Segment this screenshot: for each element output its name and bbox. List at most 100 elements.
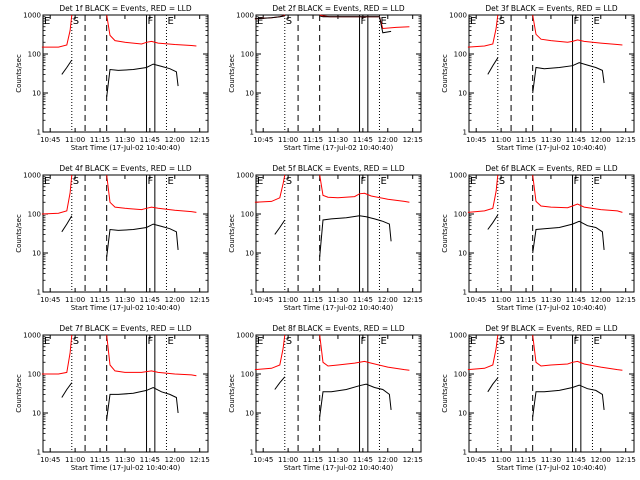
- lld-series-line: [106, 14, 197, 47]
- x-tick-label: 12:00: [378, 136, 398, 144]
- marker-label: E: [380, 336, 386, 347]
- plot-frame: [255, 14, 422, 133]
- y-axis-label: Counts/sec: [228, 374, 236, 413]
- y-tick-label: 100: [241, 211, 254, 219]
- panel-title: Det 9f BLACK = Events, RED = LLD: [485, 324, 618, 333]
- x-tick-label: 11:15: [90, 296, 110, 304]
- y-tick-label: 1000: [236, 332, 254, 340]
- plot-frame: [255, 174, 422, 293]
- x-tick-label: 12:15: [403, 296, 423, 304]
- lld-series-line: [319, 174, 410, 203]
- x-tick-label: 10:45: [40, 296, 60, 304]
- y-axis-label: Counts/sec: [228, 54, 236, 93]
- lld-series-line: [319, 334, 410, 371]
- marker-label: F: [361, 16, 367, 27]
- y-tick-label: 10: [32, 90, 41, 98]
- y-axis-label: Counts/sec: [15, 214, 23, 253]
- y-tick-label: 10: [458, 410, 467, 418]
- x-tick-label: 11:45: [140, 136, 160, 144]
- plot-frame: [468, 14, 635, 133]
- x-tick-label: 11:45: [353, 136, 373, 144]
- y-tick-label: 10: [458, 90, 467, 98]
- y-tick-label: 10: [32, 410, 41, 418]
- marker-label: F: [361, 176, 367, 187]
- marker-label: E: [44, 336, 50, 347]
- x-tick-label: 11:30: [115, 136, 135, 144]
- x-tick-label: 12:00: [165, 456, 185, 464]
- marker-label: S: [286, 16, 292, 27]
- detector-panel-6: Det 6f BLACK = Events, RED = LLD 1 10 100 10…: [441, 164, 636, 312]
- y-tick-label: 1000: [23, 172, 41, 180]
- y-tick-label: 100: [28, 51, 41, 59]
- marker-label: E: [380, 16, 386, 27]
- marker-label: E: [257, 336, 263, 347]
- x-tick-label: 12:00: [165, 296, 185, 304]
- y-tick-label: 1000: [449, 332, 467, 340]
- x-tick-label: 11:15: [303, 136, 323, 144]
- marker-label: F: [574, 16, 580, 27]
- events-series-line: [61, 215, 73, 233]
- x-tick-label: 12:00: [165, 136, 185, 144]
- plot-frame: [255, 334, 422, 453]
- plot-frame: [42, 14, 209, 133]
- marker-label: E: [44, 16, 50, 27]
- detector-panel-8: Det 8f BLACK = Events, RED = LLD 1 10 100 10…: [228, 324, 423, 472]
- y-tick-label: 1: [250, 289, 254, 297]
- x-tick-label: 11:30: [328, 136, 348, 144]
- lld-series-line: [254, 174, 286, 203]
- x-tick-label: 12:00: [591, 456, 611, 464]
- x-tick-label: 11:15: [516, 296, 536, 304]
- x-axis-label: Start Time (17-Jul-02 10:40:40): [71, 144, 181, 152]
- marker-label: E: [167, 176, 173, 187]
- events-series-line: [532, 384, 605, 417]
- marker-label: F: [148, 16, 154, 27]
- plot-frame: [468, 334, 635, 453]
- x-tick-label: 12:15: [190, 456, 210, 464]
- detector-panel-1: Det 1f BLACK = Events, RED = LLD 1 10 100 10…: [15, 4, 210, 152]
- panel-title: Det 7f BLACK = Events, RED = LLD: [59, 324, 192, 333]
- marker-label: F: [148, 176, 154, 187]
- x-tick-label: 10:45: [253, 296, 273, 304]
- x-tick-label: 10:45: [466, 456, 486, 464]
- marker-label: S: [73, 16, 79, 27]
- panel-title: Det 6f BLACK = Events, RED = LLD: [485, 164, 618, 173]
- y-tick-label: 100: [28, 211, 41, 219]
- x-tick-label: 11:45: [566, 296, 586, 304]
- x-tick-label: 10:45: [253, 136, 273, 144]
- x-tick-label: 12:00: [378, 456, 398, 464]
- events-series-line: [254, 15, 285, 20]
- marker-label: F: [574, 176, 580, 187]
- y-tick-label: 1000: [23, 332, 41, 340]
- panel-title: Det 1f BLACK = Events, RED = LLD: [59, 4, 192, 13]
- marker-label: E: [167, 16, 173, 27]
- lld-series-line: [254, 334, 286, 371]
- lld-series-line: [41, 14, 73, 48]
- marker-label: S: [286, 336, 292, 347]
- y-tick-label: 1000: [449, 172, 467, 180]
- events-series-line: [532, 62, 605, 94]
- x-tick-label: 11:00: [278, 456, 298, 464]
- y-tick-label: 10: [32, 250, 41, 258]
- x-tick-label: 11:00: [278, 296, 298, 304]
- y-tick-label: 100: [28, 371, 41, 379]
- x-tick-label: 11:45: [353, 456, 373, 464]
- events-series-line: [274, 219, 286, 235]
- x-tick-label: 11:15: [90, 456, 110, 464]
- detector-panel-9: Det 9f BLACK = Events, RED = LLD 1 10 100 10…: [441, 324, 636, 472]
- x-tick-label: 11:30: [115, 296, 135, 304]
- events-series-line: [106, 63, 179, 97]
- x-tick-label: 11:45: [566, 136, 586, 144]
- marker-label: E: [593, 16, 599, 27]
- events-series-line: [61, 59, 73, 75]
- y-axis-label: Counts/sec: [228, 214, 236, 253]
- x-tick-label: 12:15: [616, 136, 636, 144]
- detector-panel-5: Det 5f BLACK = Events, RED = LLD 1 10 100 10…: [228, 164, 423, 312]
- events-series-line: [274, 376, 286, 390]
- x-axis-label: Start Time (17-Jul-02 10:40:40): [497, 144, 607, 152]
- y-tick-label: 100: [241, 371, 254, 379]
- lld-series-line: [532, 334, 623, 371]
- y-axis-label: Counts/sec: [441, 54, 449, 93]
- marker-label: E: [593, 176, 599, 187]
